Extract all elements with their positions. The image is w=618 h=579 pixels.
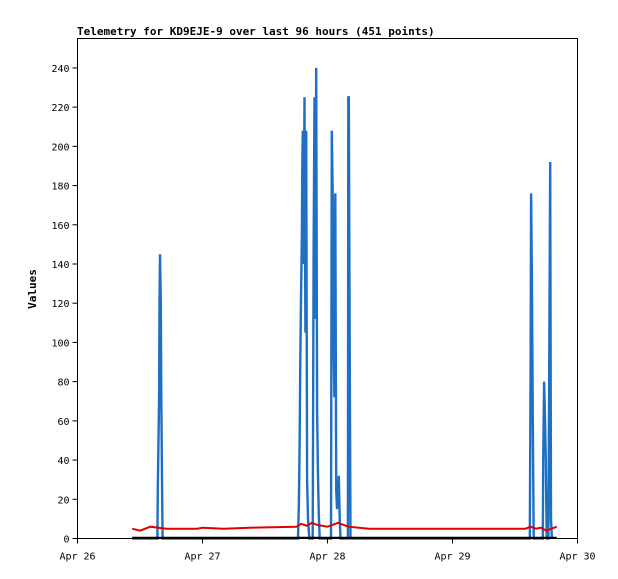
- x-axis-ticks: Apr 26 Apr 27 Apr 28 Apr 29 Apr 30: [59, 538, 596, 563]
- x-tick-label-4: Apr 30: [559, 552, 595, 563]
- x-tick-label-2: Apr 28: [309, 552, 345, 563]
- y-tick-label-160: 160: [51, 221, 69, 232]
- y-tick-label-0: 0: [63, 535, 69, 546]
- x-tick-label-0: Apr 26: [59, 552, 95, 563]
- y-tick-label-120: 120: [51, 299, 69, 310]
- y-tick-label-180: 180: [51, 182, 69, 193]
- y-tick-label-240: 240: [51, 64, 69, 75]
- plot-frame: [77, 38, 578, 539]
- y-tick-label-140: 140: [51, 260, 69, 271]
- y-tick-label-40: 40: [57, 456, 69, 467]
- y-tick-label-80: 80: [57, 378, 69, 389]
- x-tick-label-3: Apr 29: [434, 552, 470, 563]
- x-tick-label-1: Apr 27: [184, 552, 220, 563]
- y-axis-ticks: 0 20 40 60 80 100 120 140 160 180 200 220 240: [51, 64, 78, 546]
- series-line-1: [132, 67, 554, 540]
- plot-series: [131, 67, 558, 540]
- chart-title: Telemetry for KD9EJE-9 over last 96 hour…: [77, 25, 435, 38]
- series-line-2: [131, 521, 558, 532]
- y-tick-label-60: 60: [57, 417, 69, 428]
- y-tick-label-220: 220: [51, 103, 69, 114]
- y-tick-label-20: 20: [57, 495, 69, 506]
- y-tick-label-200: 200: [51, 142, 69, 153]
- y-axis-label: Values: [26, 269, 39, 309]
- y-tick-label-100: 100: [51, 338, 69, 349]
